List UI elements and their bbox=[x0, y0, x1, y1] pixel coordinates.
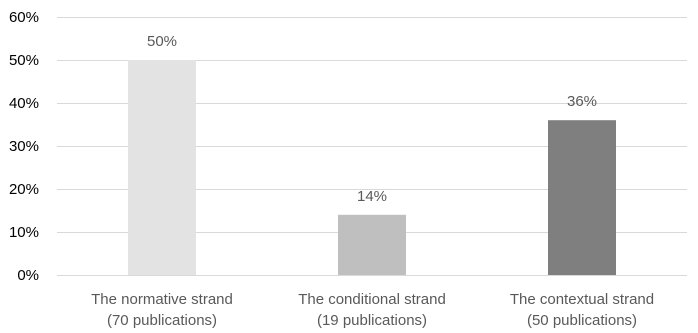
y-tick-label: 0% bbox=[17, 267, 39, 284]
category-label-line2: (19 publications) bbox=[317, 312, 427, 329]
category-labels: The normative strand (70 publications) The… bbox=[91, 291, 654, 329]
category-label-line1: The conditional strand bbox=[298, 291, 446, 308]
data-label: 14% bbox=[357, 188, 387, 205]
data-labels: 50% 14% 36% bbox=[147, 33, 597, 205]
bar bbox=[128, 60, 196, 275]
y-axis-tick-labels: 0% 10% 20% 30% 40% 50% 60% bbox=[9, 9, 39, 284]
category-label-line1: The normative strand bbox=[91, 291, 233, 308]
data-label: 36% bbox=[567, 93, 597, 110]
bar bbox=[338, 214, 406, 275]
bars bbox=[128, 60, 616, 275]
category-label-line2: (50 publications) bbox=[527, 312, 637, 329]
y-tick-label: 30% bbox=[9, 138, 39, 155]
y-tick-label: 60% bbox=[9, 9, 39, 26]
category-label-line2: (70 publications) bbox=[107, 312, 217, 329]
y-tick-label: 50% bbox=[9, 52, 39, 69]
data-label: 50% bbox=[147, 33, 177, 50]
bar bbox=[548, 120, 616, 275]
y-tick-label: 10% bbox=[9, 224, 39, 241]
y-tick-label: 40% bbox=[9, 95, 39, 112]
category-label-line1: The contextual strand bbox=[510, 291, 654, 308]
y-tick-label: 20% bbox=[9, 181, 39, 198]
